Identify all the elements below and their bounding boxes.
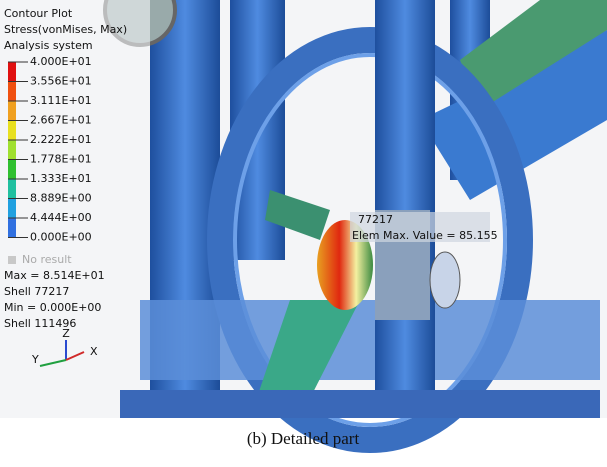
legend-swatch xyxy=(8,121,16,141)
legend-swatch xyxy=(8,199,16,219)
figure: Contour Plot Stress(vonMises, Max) Analy… xyxy=(0,0,607,463)
max: Max = 8.514E+01 xyxy=(4,269,105,282)
annotation: 77217 Elem Max. Value = 85.155 xyxy=(350,212,498,242)
legend-subtitle: Stress(vonMises, Max) xyxy=(4,23,127,36)
legend-title: Contour Plot xyxy=(4,7,73,20)
legend-level: 3.556E+01 xyxy=(30,75,92,88)
no-result-swatch xyxy=(8,256,16,264)
legend-level: 1.778E+01 xyxy=(30,153,92,166)
legend-swatch xyxy=(8,160,16,180)
legend-swatch xyxy=(8,140,16,160)
no-result: No result xyxy=(22,253,72,266)
legend-level: 3.111E+01 xyxy=(30,94,92,107)
legend-system: Analysis system xyxy=(4,39,93,52)
axis-z: Z xyxy=(62,327,70,340)
legend-level: 8.889E+00 xyxy=(30,192,92,205)
legend-swatch xyxy=(8,179,16,199)
caption: (b) Detailed part xyxy=(247,429,360,448)
element-id: 77217 xyxy=(358,213,393,226)
legend-level: 4.000E+01 xyxy=(30,55,92,68)
legend-level: 1.333E+01 xyxy=(30,172,92,185)
legend-level: 4.444E+00 xyxy=(30,211,92,224)
legend-swatch xyxy=(8,101,16,121)
legend-level: 2.222E+01 xyxy=(30,133,92,146)
axis-x: X xyxy=(90,345,98,358)
legend-swatch xyxy=(8,62,16,82)
legend-level: 2.667E+01 xyxy=(30,114,92,127)
max-shell: Shell 77217 xyxy=(4,285,69,298)
max-value-note: Elem Max. Value = 85.155 xyxy=(352,229,498,242)
legend-swatch xyxy=(8,82,16,102)
min: Min = 0.000E+00 xyxy=(4,301,101,314)
axis-y: Y xyxy=(31,353,39,366)
legend-swatch xyxy=(8,218,16,238)
legend-level: 0.000E+00 xyxy=(30,231,92,244)
